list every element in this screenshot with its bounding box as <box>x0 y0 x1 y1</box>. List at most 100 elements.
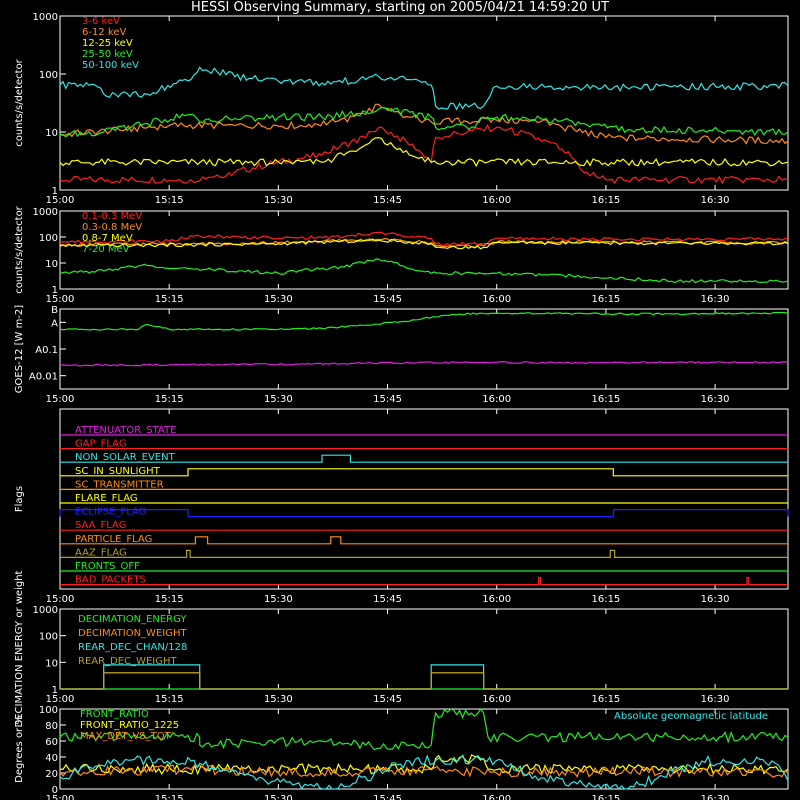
series-line-lowE-1 <box>59 103 789 145</box>
flag-label: ATTENUATOR_STATE <box>75 425 176 436</box>
y-tick-label-decim: 100 <box>39 632 58 643</box>
legend-entry-lowE: 50-100 keV <box>82 60 139 71</box>
x-tick-label-ratio: 16:15 <box>591 794 620 800</box>
y-tick-label-goes: A <box>51 318 58 329</box>
x-tick-label-ratio: 16:00 <box>482 794 511 800</box>
flag-label: NON_SOLAR_EVENT <box>75 452 176 463</box>
x-tick-label-decim: 15:15 <box>155 694 184 705</box>
series-line-lowE-0 <box>59 124 789 185</box>
flag-label: BAD_PACKETS <box>75 575 146 586</box>
x-tick-label-lowE: 16:30 <box>701 195 730 206</box>
x-tick-label-ratio: 15:00 <box>46 794 75 800</box>
legend-entry-highE: 0.8-7 MeV <box>82 233 133 244</box>
flag-label: FLARE_FLAG <box>75 493 138 504</box>
flag-label: GAP_FLAG <box>75 439 127 450</box>
y-tick-label-goes: A0.01 <box>29 372 58 383</box>
series-line-goes-1 <box>59 360 789 367</box>
legend-entry-highE: 7-20 MeV <box>82 244 130 255</box>
x-tick-label-flags: 15:15 <box>155 594 184 605</box>
x-tick-label-goes: 15:00 <box>46 394 75 405</box>
x-tick-label-highE: 15:00 <box>46 294 75 305</box>
series-line-highE-1 <box>59 237 789 249</box>
x-tick-label-lowE: 16:15 <box>591 195 620 206</box>
x-tick-label-flags: 16:15 <box>591 594 620 605</box>
y-tick-label-lowE: 1000 <box>33 12 58 23</box>
y-tick-label-decim: 1 <box>52 685 58 696</box>
x-tick-label-ratio: 15:15 <box>155 794 184 800</box>
plot-frame-lowE <box>59 15 789 191</box>
y-tick-label-highE: 1000 <box>33 207 58 218</box>
x-tick-label-goes: 15:30 <box>264 394 293 405</box>
plot-frame-goes <box>59 308 789 390</box>
legend-entry-highE: 0.3-0.8 MeV <box>82 222 142 233</box>
series-line-lowE-4 <box>59 66 789 111</box>
series-line-goes-0 <box>59 311 789 331</box>
series-line-highE-2 <box>59 238 789 250</box>
y-axis-label-goes: GOES-12 [W m-2] <box>14 305 25 393</box>
x-tick-label-decim: 16:15 <box>591 694 620 705</box>
x-tick-label-flags: 16:00 <box>482 594 511 605</box>
y-tick-label-highE: 1 <box>52 285 58 296</box>
flag-label: FRONTS_OFF <box>75 561 140 572</box>
y-tick-label-ratio: 40 <box>45 753 58 764</box>
x-tick-label-goes: 16:30 <box>701 394 730 405</box>
legend-entry-ratio: FRONT_RATIO <box>80 709 149 720</box>
y-tick-label-lowE: 100 <box>39 70 58 81</box>
flag-trace <box>60 549 788 558</box>
legend-entry-ratio: FRONT_RATIO_1225 <box>80 720 179 731</box>
y-tick-label-ratio: 100 <box>39 705 58 716</box>
x-tick-label-decim: 15:45 <box>373 694 402 705</box>
x-tick-label-lowE: 15:45 <box>373 195 402 206</box>
x-tick-label-lowE: 16:00 <box>482 195 511 206</box>
x-tick-label-ratio: 16:30 <box>701 794 730 800</box>
y-tick-label-lowE: 10 <box>45 128 58 139</box>
flag-trace <box>60 577 788 586</box>
x-tick-label-goes: 16:15 <box>591 394 620 405</box>
series-line-lowE-3 <box>59 106 789 138</box>
legend-entry-decim: DECIMATION_WEIGHT <box>78 628 187 639</box>
series-line-lowE-2 <box>59 136 789 168</box>
flag-trace <box>59 509 789 518</box>
x-tick-label-flags: 15:30 <box>264 594 293 605</box>
x-tick-label-goes: 15:45 <box>373 394 402 405</box>
series-line-highE-3 <box>59 258 789 284</box>
x-tick-label-lowE: 15:30 <box>264 195 293 206</box>
x-tick-label-flags: 16:30 <box>701 594 730 605</box>
flag-label: SC_IN_SUNLIGHT <box>75 466 161 477</box>
x-tick-label-decim: 15:30 <box>264 694 293 705</box>
legend-entry-lowE: 3-6 keV <box>82 16 120 27</box>
legend-entry-lowE: 12-25 keV <box>82 38 133 49</box>
flag-label: SC_TRANSMITTER <box>75 479 164 490</box>
legend-entry-highE: 0.1-0.3 MeV <box>82 211 142 222</box>
x-tick-label-highE: 16:00 <box>482 294 511 305</box>
x-tick-label-lowE: 15:00 <box>46 195 75 206</box>
y-tick-label-decim: 1000 <box>33 605 58 616</box>
y-axis-label-flags: Flags <box>14 486 25 512</box>
flag-trace <box>60 536 788 545</box>
y-axis-label-decim: DECIMATION ENERGY or weight <box>14 570 25 727</box>
legend-entry-decim: REAR_DEC_CHAN/128 <box>78 642 187 653</box>
y-tick-label-ratio: 20 <box>45 769 58 780</box>
x-tick-label-ratio: 15:45 <box>373 794 402 800</box>
x-tick-label-goes: 16:00 <box>482 394 511 405</box>
x-tick-label-ratio: 15:30 <box>264 794 293 800</box>
flag-label: ECLIPSE_FLAG <box>75 507 146 518</box>
series-line-highE-0 <box>59 231 789 246</box>
plot-frame-highE <box>59 210 789 290</box>
flag-label: SAA_FLAG <box>75 520 126 531</box>
y-tick-label-ratio: 0 <box>52 785 58 796</box>
y-tick-label-goes: B <box>51 305 58 316</box>
y-tick-label-goes: A0.1 <box>35 345 58 356</box>
flag-trace <box>60 454 788 463</box>
series-line-ratio-0 <box>59 707 789 751</box>
x-tick-label-lowE: 15:15 <box>155 195 184 206</box>
y-tick-label-lowE: 1 <box>52 186 58 197</box>
x-tick-label-highE: 15:30 <box>264 294 293 305</box>
x-tick-label-highE: 15:15 <box>155 294 184 305</box>
y-tick-label-ratio: 60 <box>45 737 58 748</box>
y-axis-label-lowE: counts/s/detector <box>14 58 25 146</box>
x-tick-label-flags: 15:00 <box>46 594 75 605</box>
x-tick-label-highE: 16:30 <box>701 294 730 305</box>
y-tick-label-ratio: 80 <box>45 721 58 732</box>
